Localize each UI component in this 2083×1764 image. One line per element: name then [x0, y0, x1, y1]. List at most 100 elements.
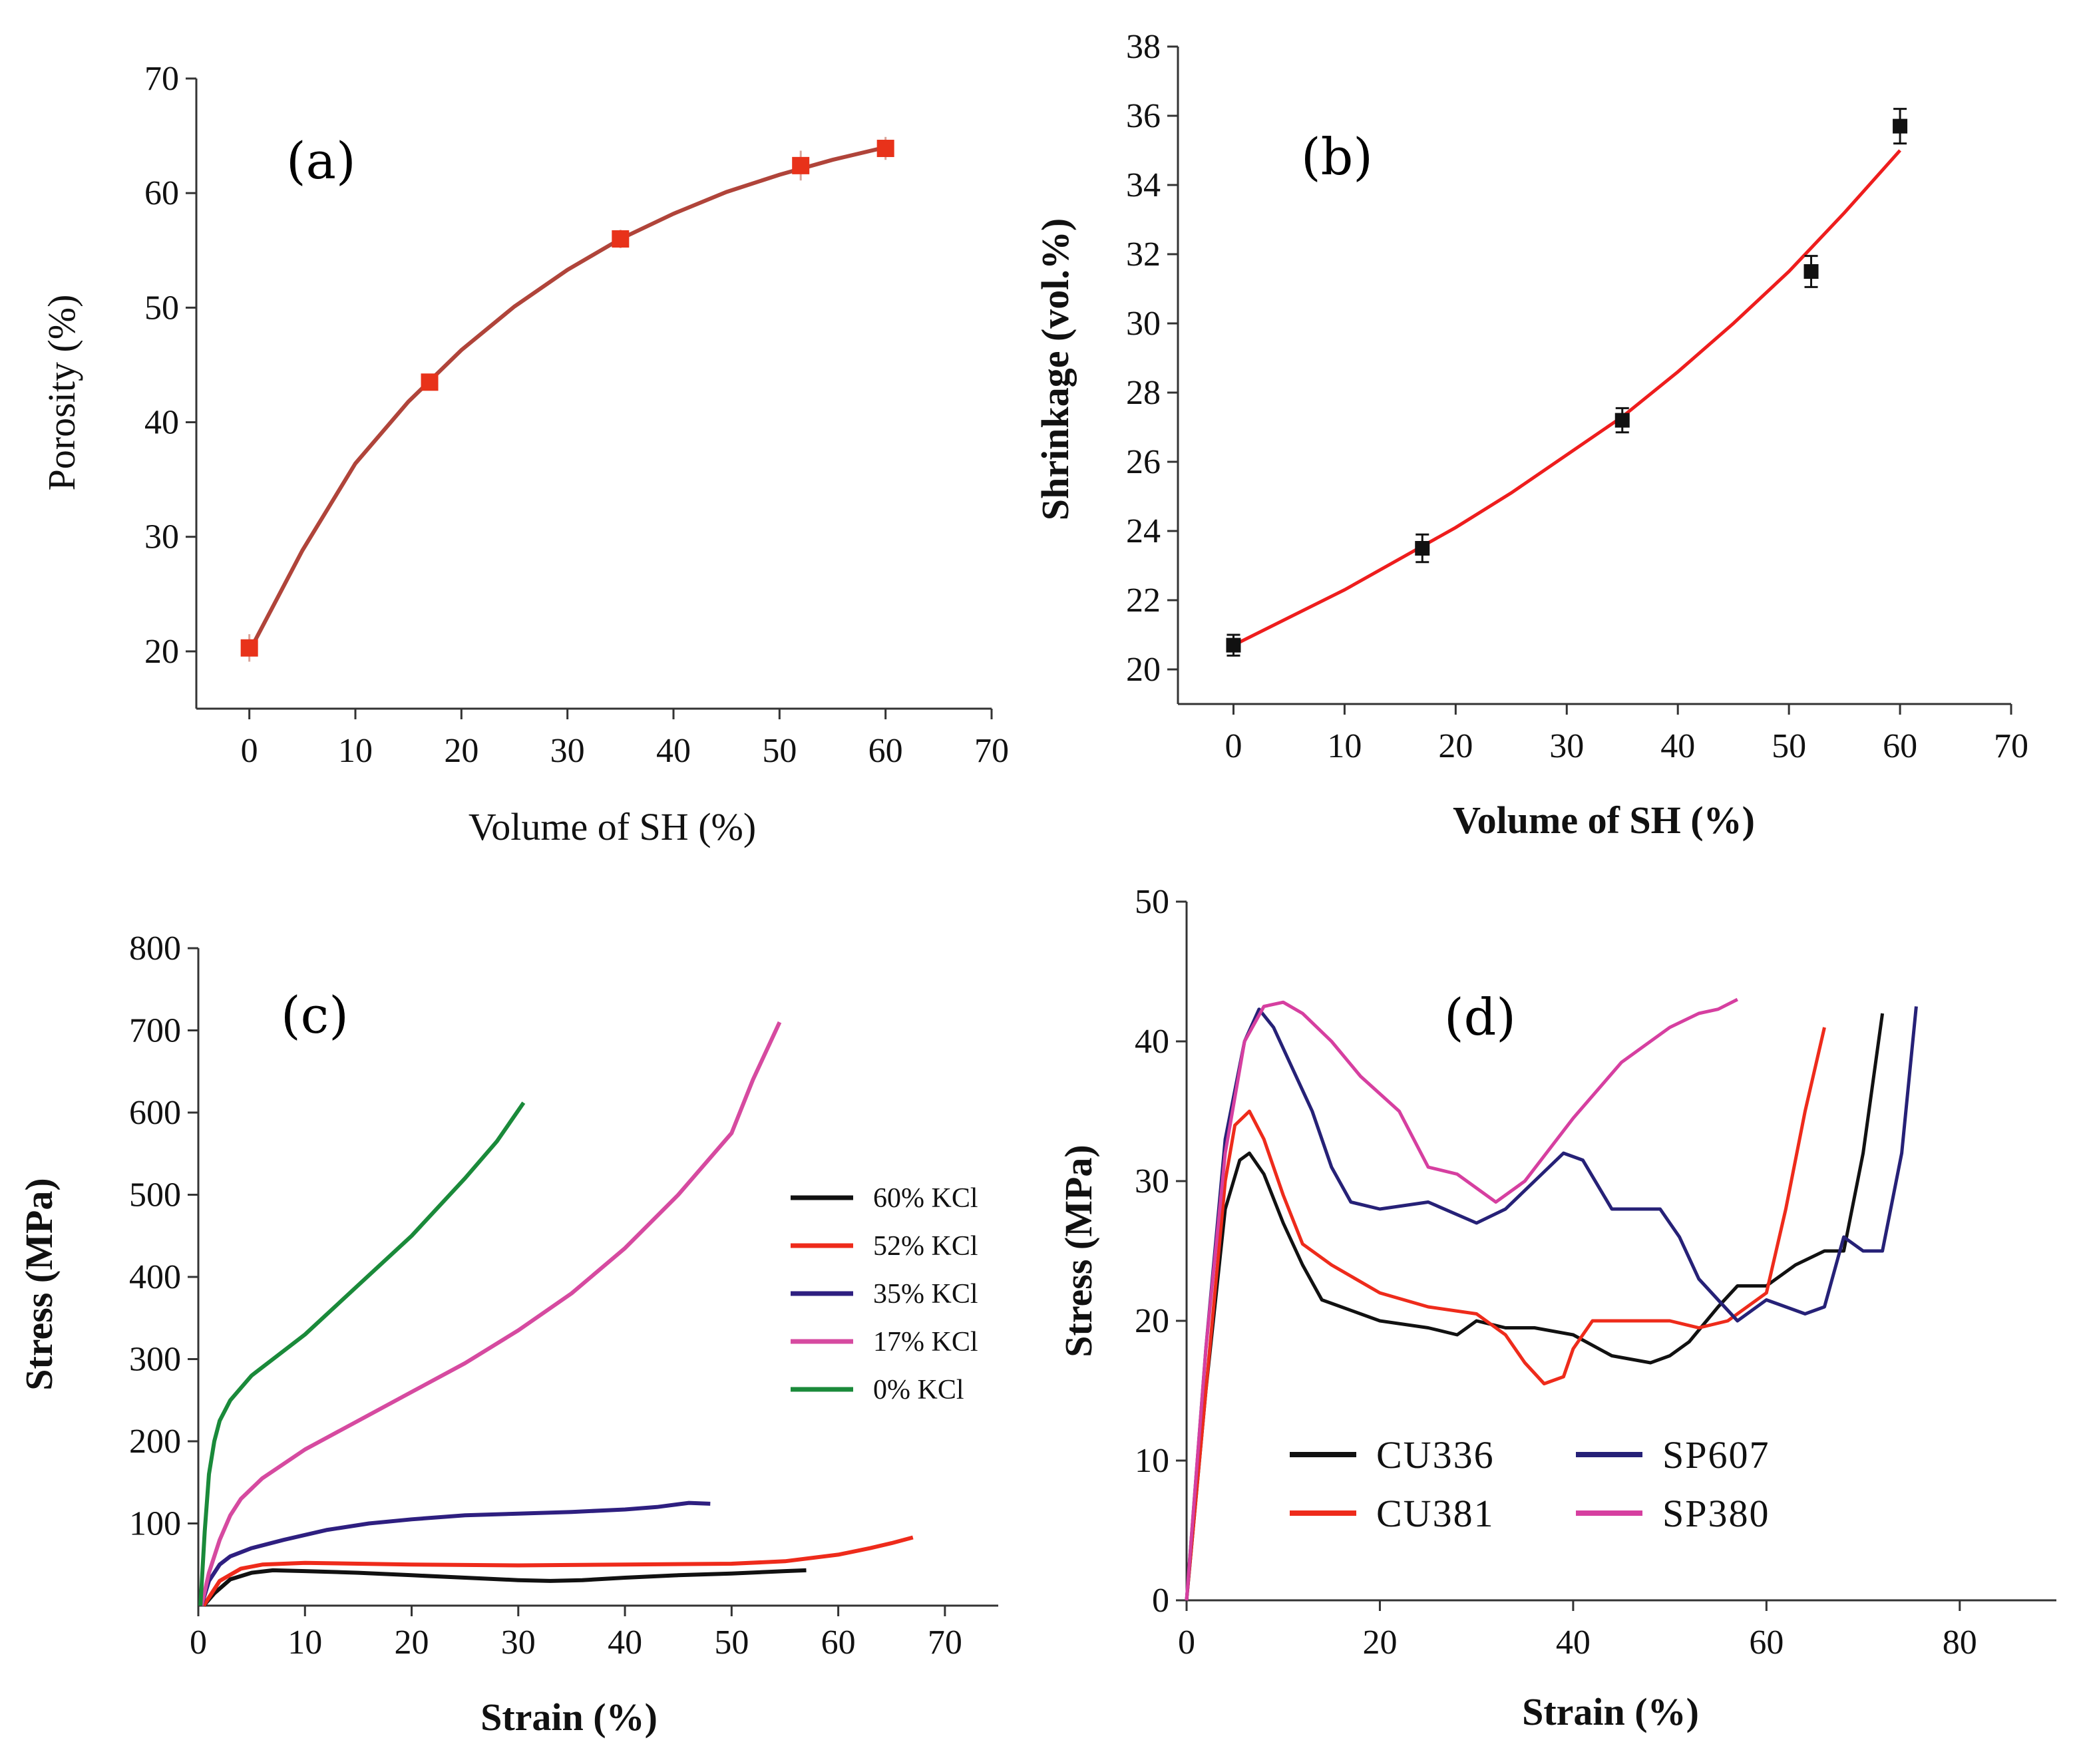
porosity-fit-line — [248, 145, 886, 653]
panel-c-label: (c) — [281, 985, 349, 1045]
y-tick-label: 30 — [1126, 305, 1161, 343]
y-tick-label: 24 — [1126, 512, 1161, 550]
shrinkage-point — [1803, 264, 1819, 279]
panel-c-ylabel: Stress (MPa) — [17, 1178, 61, 1390]
x-tick-label: 20 — [1362, 1624, 1397, 1662]
y-tick-label: 400 — [129, 1258, 181, 1296]
y-tick-label: 10 — [1135, 1442, 1169, 1480]
x-tick-label: 60 — [821, 1624, 856, 1662]
x-tick-label: 80 — [1943, 1624, 1977, 1662]
legend-label: 52% KCl — [873, 1231, 978, 1262]
x-tick-label: 0 — [1178, 1624, 1195, 1662]
x-tick-label: 70 — [928, 1624, 962, 1662]
panel-d-ylabel: Stress (MPa) — [1057, 1145, 1100, 1357]
porosity-point — [421, 373, 439, 391]
shrinkage-point — [1614, 413, 1630, 428]
y-tick-label: 28 — [1126, 374, 1161, 412]
panel-c-axes: 0 10 20 30 40 50 60 70 100 200 300 400 500 600 700 800 — [129, 930, 998, 1662]
x-tick-label: 60 — [868, 732, 903, 770]
y-tick-label: 700 — [129, 1012, 181, 1050]
panel-d-axes: 0 20 40 60 80 0 10 20 30 40 50 — [1135, 883, 2056, 1662]
panel-b-xlabel: Volume of SH (%) — [1453, 798, 1755, 842]
legend-label: SP607 — [1662, 1433, 1770, 1477]
legend-label: 0% KCl — [873, 1375, 964, 1405]
legend-label: CU381 — [1376, 1492, 1495, 1535]
series-line-17-kcl — [199, 1021, 782, 1606]
x-tick-label: 60 — [1749, 1624, 1784, 1662]
x-tick-label: 0 — [1225, 727, 1242, 765]
panel-b-ylabel: Shrinkage (vol.%) — [1034, 218, 1077, 520]
y-tick-label: 20 — [144, 633, 179, 671]
x-tick-label: 0 — [190, 1624, 207, 1662]
series-line-52-kcl — [202, 1535, 914, 1607]
panel-c-xlabel: Strain (%) — [480, 1695, 658, 1739]
y-tick-label: 22 — [1126, 582, 1161, 619]
x-tick-label: 10 — [287, 1624, 322, 1662]
y-tick-label: 26 — [1126, 443, 1161, 481]
porosity-point — [792, 156, 810, 174]
legend-label: 35% KCl — [873, 1279, 978, 1310]
panel-a-axes: 0 10 20 30 40 50 60 70 20 30 40 50 60 70 — [144, 60, 1009, 770]
x-tick-label: 30 — [550, 732, 585, 770]
x-tick-label: 20 — [395, 1624, 429, 1662]
x-tick-label: 50 — [762, 732, 797, 770]
porosity-point — [240, 639, 258, 657]
y-tick-label: 30 — [144, 518, 179, 556]
porosity-point — [876, 140, 894, 158]
shrinkage-point — [1226, 637, 1241, 653]
x-tick-label: 40 — [656, 732, 691, 770]
y-tick-label: 70 — [144, 60, 179, 98]
x-tick-label: 40 — [1556, 1624, 1591, 1662]
y-tick-label: 0 — [1152, 1582, 1169, 1620]
x-tick-label: 30 — [1549, 727, 1584, 765]
x-tick-label: 0 — [241, 732, 258, 770]
legend-label: 60% KCl — [873, 1183, 978, 1214]
x-tick-label: 70 — [974, 732, 1009, 770]
panel-d: 0 20 40 60 80 0 10 20 30 40 50 CU336 CU381 SP607 SP38… — [1057, 883, 2056, 1733]
y-tick-label: 40 — [144, 404, 179, 442]
panel-d-xlabel: Strain (%) — [1522, 1690, 1699, 1733]
legend-label: 17% KCl — [873, 1327, 978, 1357]
series-line-0-kcl — [198, 1101, 526, 1606]
x-tick-label: 20 — [1438, 727, 1473, 765]
y-tick-label: 300 — [129, 1341, 181, 1379]
y-tick-label: 20 — [1135, 1302, 1169, 1340]
legend-label: CU336 — [1376, 1433, 1495, 1477]
y-tick-label: 100 — [129, 1505, 181, 1543]
y-tick-label: 500 — [129, 1176, 181, 1214]
y-tick-label: 200 — [129, 1423, 181, 1461]
panel-a-ylabel: Porosity (%) — [40, 295, 83, 491]
x-tick-label: 50 — [714, 1624, 749, 1662]
panel-a-label: (a) — [286, 131, 356, 190]
shrinkage-fit-line — [1232, 149, 1901, 647]
shrinkage-point — [1893, 118, 1908, 134]
series-line-sp380 — [1185, 997, 1738, 1601]
panel-d-label: (d) — [1444, 987, 1516, 1047]
x-tick-label: 60 — [1883, 727, 1917, 765]
y-tick-label: 30 — [1135, 1162, 1169, 1200]
y-tick-label: 20 — [1126, 651, 1161, 689]
x-tick-label: 40 — [608, 1624, 642, 1662]
x-tick-label: 20 — [444, 732, 478, 770]
series-line-60-kcl — [202, 1568, 807, 1607]
y-tick-label: 40 — [1135, 1023, 1169, 1061]
y-tick-label: 38 — [1126, 28, 1161, 66]
y-tick-label: 50 — [1135, 883, 1169, 921]
y-tick-label: 800 — [129, 930, 181, 968]
shrinkage-point — [1415, 541, 1430, 556]
panel-a: 0 10 20 30 40 50 60 70 20 30 40 50 60 70 (a) Volume o… — [40, 60, 1009, 848]
panel-b-axes: 0 10 20 30 40 50 60 70 20 22 24 26 28 30 32 34 36 38 — [1126, 28, 2028, 765]
y-tick-label: 600 — [129, 1094, 181, 1132]
y-tick-label: 34 — [1126, 166, 1161, 204]
x-tick-label: 30 — [501, 1624, 536, 1662]
x-tick-label: 10 — [1327, 727, 1362, 765]
panel-b-label: (b) — [1301, 127, 1373, 186]
panel-c: 0 10 20 30 40 50 60 70100200300400500600700800 … — [17, 930, 998, 1739]
y-tick-label: 50 — [144, 289, 179, 327]
x-tick-label: 40 — [1660, 727, 1695, 765]
y-tick-label: 36 — [1126, 97, 1161, 135]
x-tick-label: 10 — [338, 732, 373, 770]
x-tick-label: 50 — [1772, 727, 1806, 765]
